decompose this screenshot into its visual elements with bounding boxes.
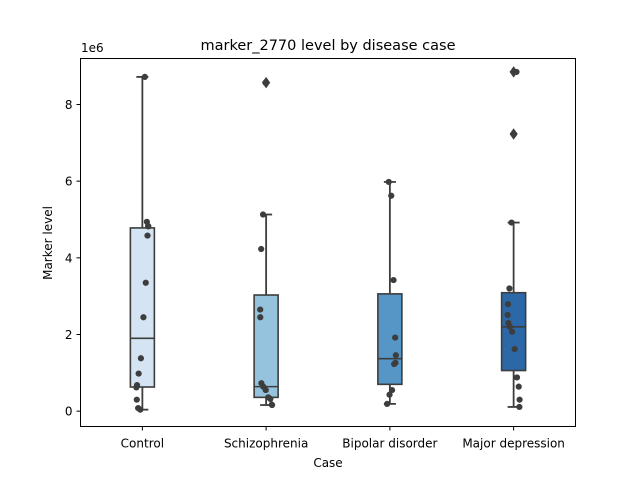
data-point (135, 370, 142, 377)
data-point (392, 334, 399, 341)
data-point (262, 386, 269, 394)
data-point (516, 403, 523, 411)
y-tick-label: 4 (65, 251, 73, 265)
data-point (145, 223, 152, 230)
chart-title: marker_2770 level by disease case (201, 38, 456, 54)
data-point (506, 323, 513, 330)
data-point (513, 68, 520, 76)
y-axis-scale-label: 1e6 (81, 41, 104, 55)
x-tick-label: Control (121, 437, 164, 451)
y-axis-label: Marker level (41, 206, 55, 280)
y-tick-label: 8 (65, 98, 73, 112)
data-point (258, 245, 265, 253)
data-point (513, 374, 521, 381)
data-point (509, 328, 516, 335)
axes-frame (80, 58, 576, 427)
data-point (385, 178, 392, 186)
data-point (388, 386, 396, 394)
y-tick-label: 0 (65, 405, 73, 419)
x-tick-label: Bipolar disorder (342, 437, 437, 451)
y-tick-label: 2 (65, 328, 73, 342)
data-point (388, 192, 395, 199)
plot-area: 0 2 4 6 8 Control Schizophrenia Bipolar disorde… (65, 66, 565, 451)
data-point (262, 79, 269, 86)
x-tick-label: Schizophrenia (224, 437, 308, 451)
data-point (133, 384, 140, 391)
data-point (504, 311, 511, 319)
box-2 (253, 294, 279, 399)
data-point (510, 130, 518, 138)
x-tick-label: Major depression (462, 437, 565, 451)
data-point (137, 355, 145, 362)
data-point (259, 211, 267, 218)
data-point (144, 232, 151, 239)
x-axis-label: Case (313, 456, 342, 470)
data-point (511, 345, 518, 353)
data-point (508, 219, 515, 226)
data-point (269, 401, 276, 409)
data-point (390, 276, 397, 284)
box-1 (129, 227, 156, 388)
data-point (137, 406, 144, 413)
box-3 (377, 293, 403, 386)
data-point (384, 400, 391, 407)
data-point (257, 314, 264, 321)
data-point (386, 391, 393, 398)
data-point (140, 314, 147, 321)
data-point (267, 395, 274, 402)
data-point (516, 396, 523, 403)
data-point (391, 360, 398, 368)
data-point (141, 73, 148, 80)
y-tick-label: 6 (65, 175, 73, 189)
data-point (142, 279, 149, 286)
data-point (515, 383, 522, 390)
data-point (133, 396, 140, 403)
data-point (392, 352, 399, 359)
data-point (504, 301, 512, 308)
data-point (506, 285, 513, 292)
data-point (257, 306, 264, 313)
